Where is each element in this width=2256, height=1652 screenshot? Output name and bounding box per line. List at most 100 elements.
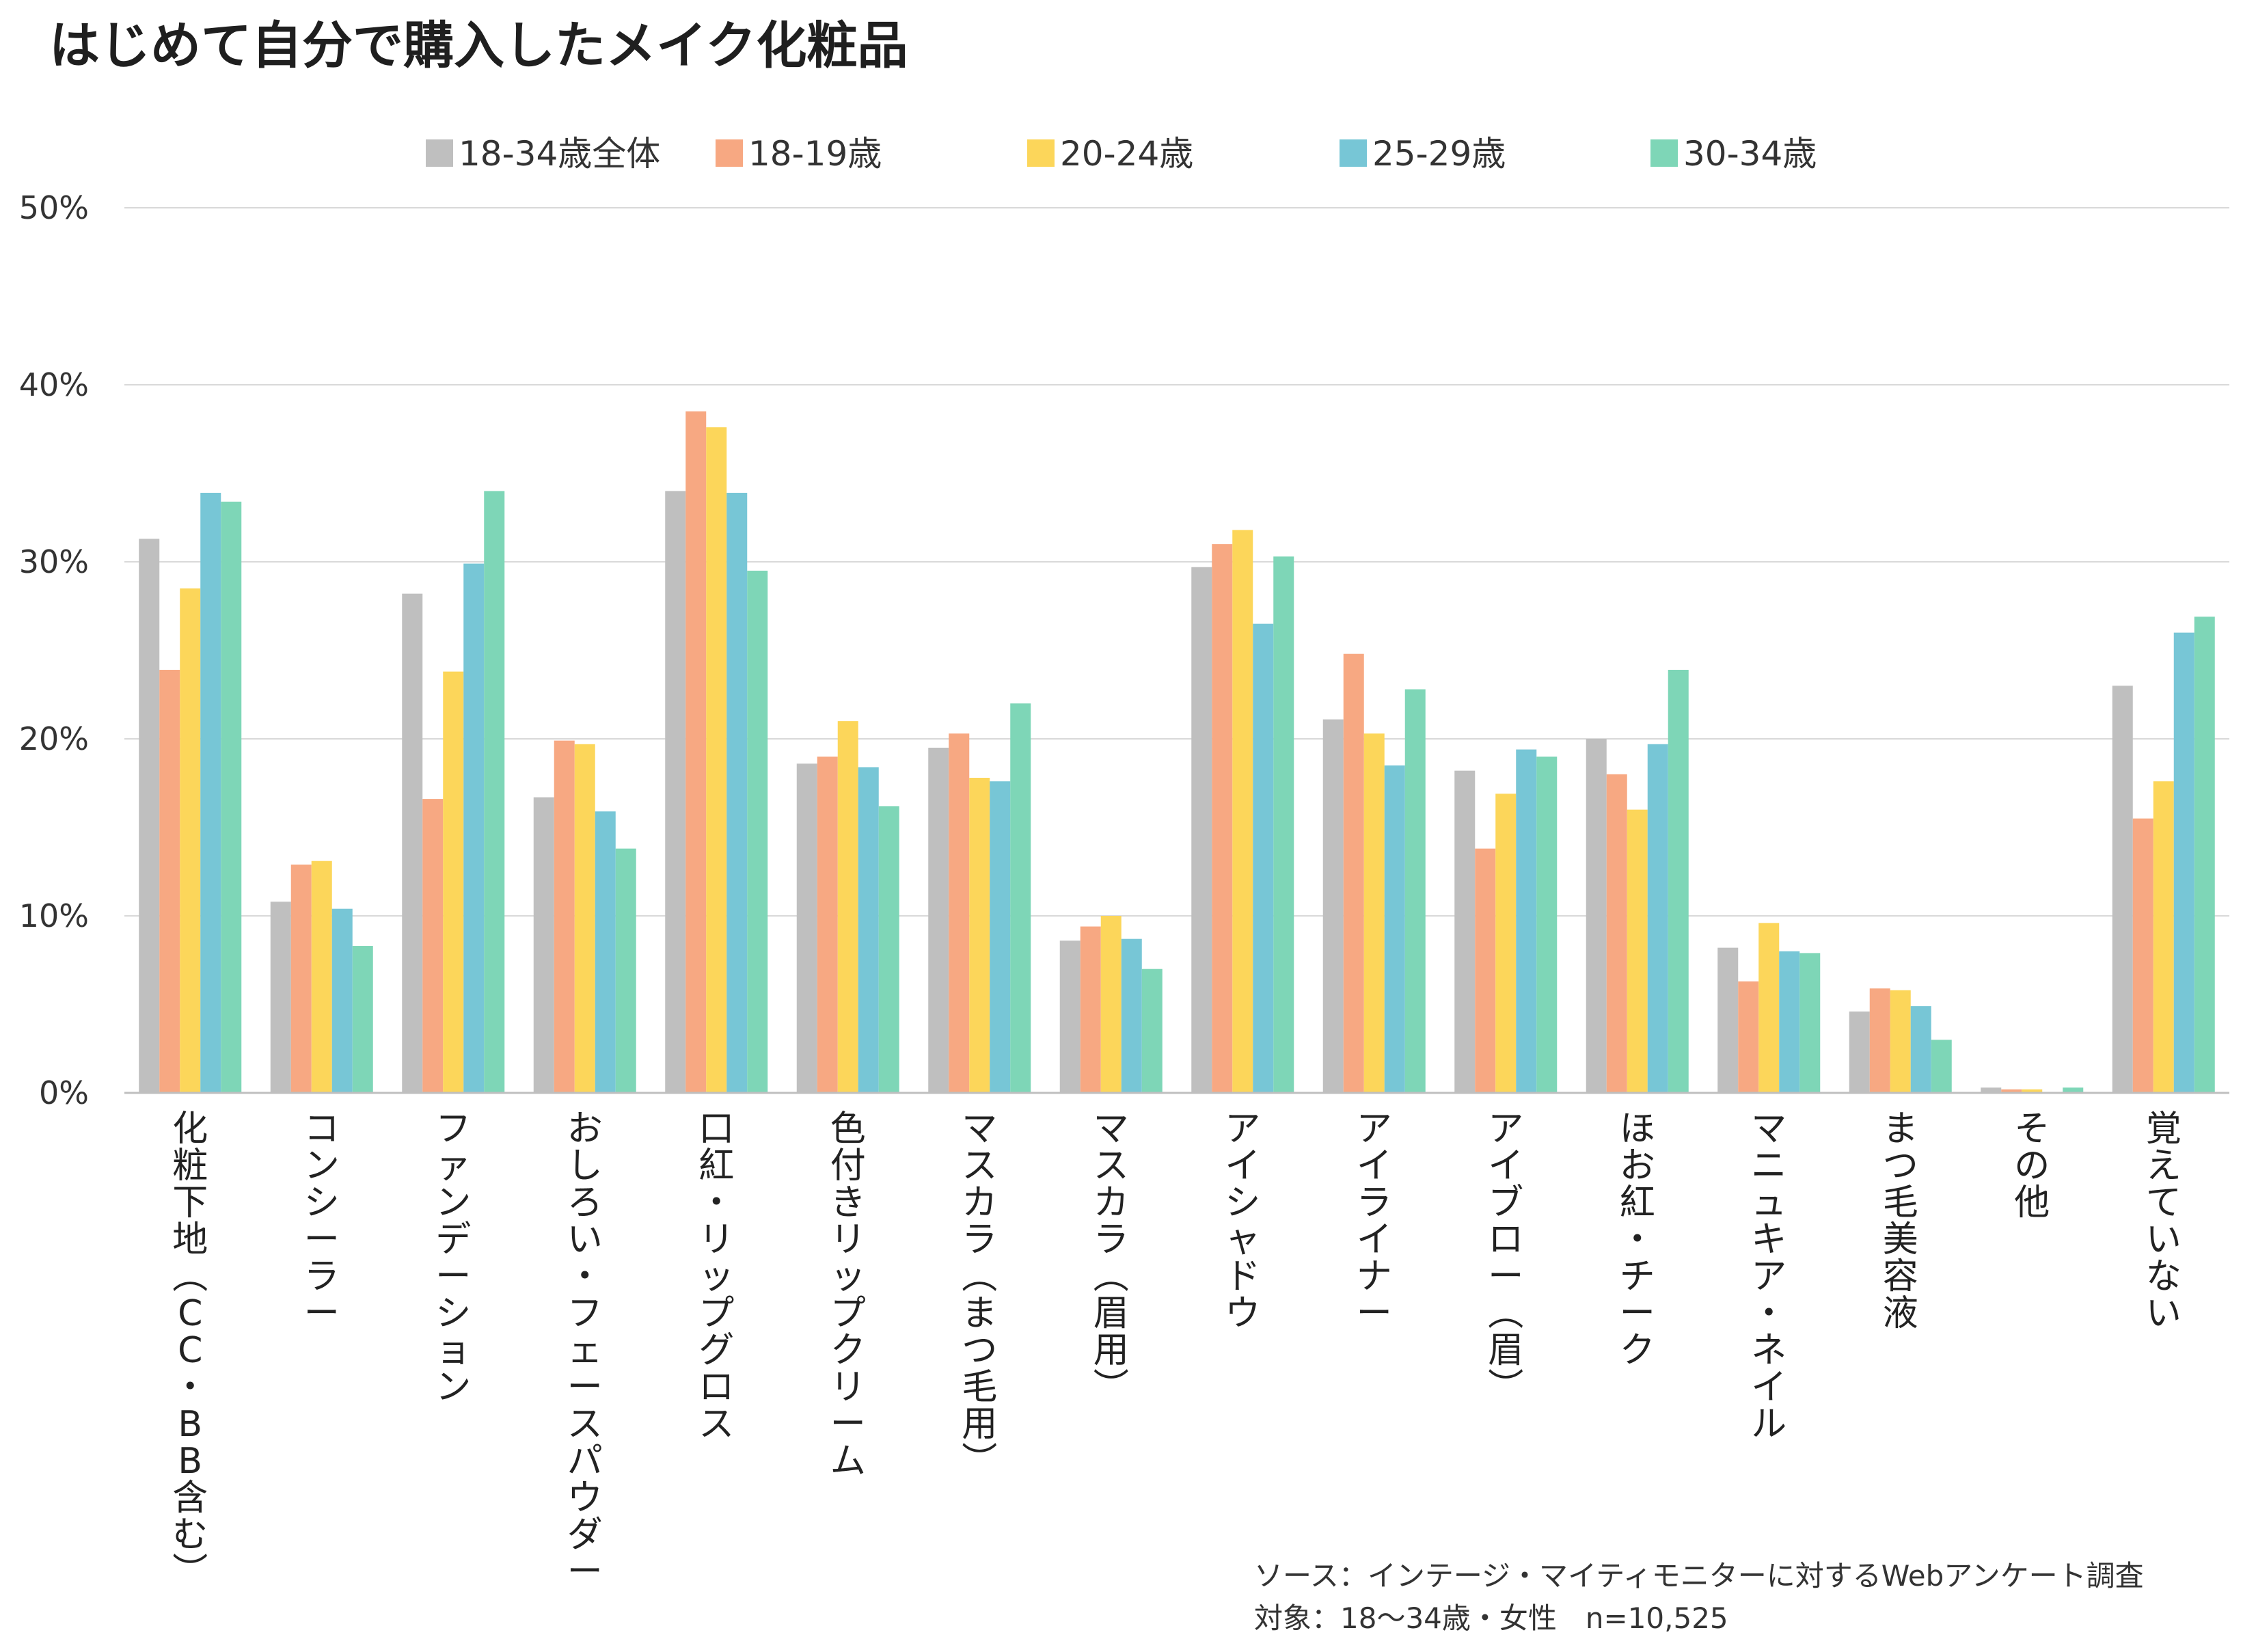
bar[interactable] — [1343, 653, 1364, 1093]
bar[interactable] — [311, 861, 332, 1093]
legend-item[interactable]: 20-24歳 — [1027, 134, 1193, 174]
category-label: 覚えていない — [2146, 1109, 2182, 1334]
bar[interactable] — [1799, 953, 1821, 1093]
bar[interactable] — [270, 902, 291, 1093]
bar[interactable] — [484, 491, 505, 1093]
bar[interactable] — [402, 593, 423, 1093]
category-label: マニュキア・ネイル — [1751, 1109, 1786, 1445]
bar[interactable] — [1647, 744, 1668, 1093]
bar[interactable] — [1981, 1087, 2002, 1093]
bar[interactable] — [1849, 1011, 1870, 1093]
bar[interactable] — [1363, 733, 1385, 1093]
bar[interactable] — [2063, 1087, 2084, 1093]
category-label: マスカラ︵眉用︶ — [1093, 1109, 1129, 1408]
bar[interactable] — [2153, 781, 2174, 1093]
bar[interactable] — [200, 492, 221, 1093]
bar[interactable] — [2001, 1089, 2022, 1093]
legend-label: 18-19歳 — [748, 134, 882, 174]
bar[interactable] — [1586, 739, 1607, 1093]
bar[interactable] — [352, 946, 373, 1093]
bar[interactable] — [726, 492, 748, 1093]
bar[interactable] — [2022, 1089, 2043, 1093]
bar[interactable] — [685, 411, 707, 1093]
bar[interactable] — [1931, 1040, 1952, 1093]
legend-swatch — [1340, 139, 1367, 167]
y-tick-label: 20% — [19, 720, 89, 757]
bar[interactable] — [463, 563, 485, 1093]
bar[interactable] — [1212, 544, 1233, 1093]
bar[interactable] — [1495, 794, 1517, 1093]
bar[interactable] — [747, 570, 768, 1093]
bar[interactable] — [443, 671, 464, 1093]
bar[interactable] — [858, 767, 879, 1093]
bar[interactable] — [706, 427, 727, 1093]
bar[interactable] — [2132, 818, 2153, 1093]
bar[interactable] — [290, 864, 312, 1093]
bar[interactable] — [1080, 926, 1101, 1093]
bar[interactable] — [1322, 719, 1344, 1093]
bar[interactable] — [665, 491, 686, 1093]
bar[interactable] — [1606, 774, 1627, 1093]
bar[interactable] — [159, 669, 180, 1093]
bar[interactable] — [180, 588, 201, 1093]
bar[interactable] — [1475, 848, 1496, 1093]
bar[interactable] — [554, 740, 575, 1093]
bar[interactable] — [1100, 916, 1122, 1093]
bar-group — [1059, 916, 1163, 1093]
bar[interactable] — [1059, 940, 1081, 1093]
y-axis-ticks: 0% 10% 20% 30% 40% 50% — [19, 189, 89, 1111]
bar[interactable] — [2112, 686, 2133, 1093]
bar[interactable] — [796, 763, 817, 1093]
legend-item[interactable]: 30-34歳 — [1650, 134, 1817, 174]
bar[interactable] — [1253, 623, 1274, 1093]
bar[interactable] — [1273, 556, 1294, 1093]
category-label: コンシーラー — [304, 1109, 340, 1334]
bar[interactable] — [1910, 1006, 1931, 1093]
legend-swatch — [716, 139, 743, 167]
bar[interactable] — [1232, 530, 1253, 1093]
bar[interactable] — [1141, 969, 1163, 1093]
legend-label: 25-29歳 — [1372, 134, 1506, 174]
bar[interactable] — [1121, 938, 1142, 1093]
bar[interactable] — [990, 781, 1011, 1093]
bar[interactable] — [1668, 669, 1689, 1093]
bar[interactable] — [1890, 990, 1911, 1093]
bar[interactable] — [817, 756, 838, 1093]
legend[interactable]: 18-34歳全体 18-19歳 20-24歳 25-29歳 30-34歳 — [426, 134, 1817, 174]
bar[interactable] — [139, 539, 160, 1093]
bar[interactable] — [1738, 981, 1759, 1093]
bar[interactable] — [837, 721, 858, 1093]
legend-item[interactable]: 25-29歳 — [1340, 134, 1506, 174]
bar[interactable] — [1191, 567, 1212, 1093]
bar[interactable] — [1869, 988, 1890, 1093]
bar[interactable] — [949, 733, 970, 1093]
bar[interactable] — [422, 799, 444, 1093]
bar[interactable] — [615, 848, 636, 1093]
bar[interactable] — [969, 777, 990, 1093]
bar[interactable] — [928, 747, 949, 1093]
bar-group — [139, 492, 242, 1093]
bar[interactable] — [221, 501, 242, 1093]
legend-swatch — [426, 139, 453, 167]
bar-group — [665, 411, 768, 1093]
bar[interactable] — [533, 797, 554, 1093]
bar[interactable] — [2173, 632, 2194, 1093]
bar[interactable] — [331, 908, 353, 1093]
legend-item[interactable]: 18-19歳 — [716, 134, 882, 174]
bar[interactable] — [595, 811, 616, 1093]
bar[interactable] — [1010, 703, 1031, 1093]
bar[interactable] — [1454, 770, 1476, 1093]
bar[interactable] — [1404, 689, 1426, 1093]
bar[interactable] — [2194, 617, 2215, 1093]
bar[interactable] — [1384, 765, 1405, 1093]
bar[interactable] — [1627, 809, 1648, 1093]
bar[interactable] — [1779, 951, 1800, 1093]
bar[interactable] — [574, 744, 595, 1093]
bar[interactable] — [1717, 947, 1739, 1093]
legend-item[interactable]: 18-34歳全体 — [426, 134, 660, 174]
bar[interactable] — [1536, 756, 1558, 1093]
bar[interactable] — [878, 806, 899, 1093]
bar-group — [533, 740, 636, 1093]
bar[interactable] — [1758, 923, 1780, 1093]
bar[interactable] — [1516, 749, 1537, 1093]
